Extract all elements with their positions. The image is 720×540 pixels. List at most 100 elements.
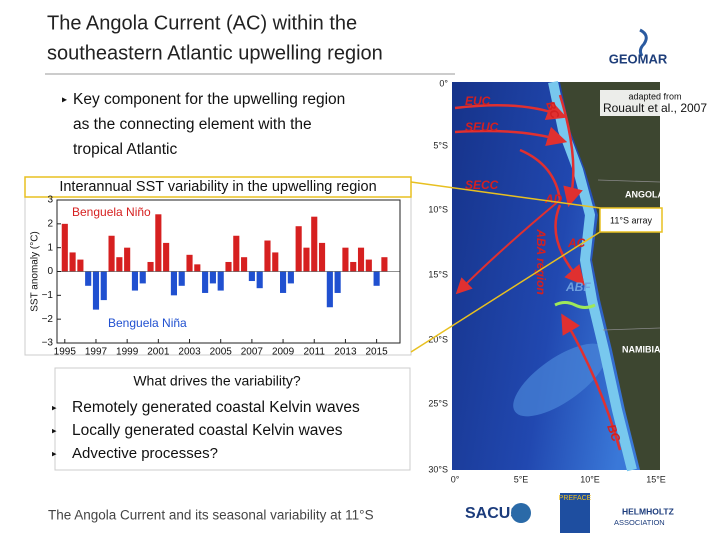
bar [241, 257, 248, 272]
logos: SACUS PREFACE HELMHOLTZ ASSOCIATION [465, 493, 674, 533]
lat-label: 20°S [428, 334, 448, 344]
bar [163, 242, 170, 272]
country: ANGOLA [625, 189, 664, 199]
annotation: Benguela Niña [108, 316, 187, 330]
y-tick-label: 3 [47, 195, 53, 206]
bullet-marker: ▸ [52, 425, 57, 435]
bar [326, 271, 333, 308]
question-box [54, 367, 411, 471]
border [597, 179, 661, 183]
lon-label: 15°E [646, 474, 666, 484]
current-arrow [554, 204, 585, 286]
y-tick-label: 2 [47, 218, 53, 229]
bar [155, 214, 162, 272]
lon-label: 0° [451, 474, 460, 484]
x-tick-label: 2001 [147, 347, 170, 358]
logo-text: ASSOCIATION [614, 518, 665, 527]
title-line: southeastern Atlantic upwelling region [47, 42, 383, 64]
connector [410, 231, 601, 353]
bar [373, 271, 380, 286]
x-tick-label: 2015 [365, 347, 388, 358]
bar [61, 223, 68, 272]
bar [381, 257, 388, 272]
bar [272, 252, 279, 272]
bullet-marker: ▸ [62, 95, 67, 106]
logo-text: PREFACE [559, 495, 592, 502]
current-arrow [519, 148, 562, 201]
lon-label: 5°E [514, 474, 529, 484]
bar [100, 271, 107, 301]
bar [225, 261, 232, 272]
bar [311, 216, 318, 272]
current-arrow [454, 101, 568, 120]
bar [131, 271, 139, 291]
x-tick-label: 1997 [85, 347, 108, 358]
bar [147, 261, 154, 272]
bar [280, 271, 287, 293]
x-tick-label: 1999 [116, 347, 139, 358]
border [602, 327, 661, 331]
chart-title-box [24, 176, 412, 198]
current-label: BC [543, 99, 562, 120]
country: NAMIBIA [622, 344, 661, 354]
title-line: The Angola Current (AC) within the [47, 12, 357, 34]
geomar-logo: GEOMAR [609, 28, 668, 66]
bar [77, 259, 84, 272]
ridge [513, 343, 607, 417]
bar [365, 259, 372, 272]
question-item: Advective processes? [72, 445, 218, 462]
current-label: BC [604, 422, 623, 443]
y-tick-label: −1 [42, 290, 54, 301]
x-tick-label: 1995 [54, 347, 77, 358]
bullet-marker: ▸ [52, 448, 57, 458]
bar [350, 261, 357, 272]
array-box [599, 207, 663, 233]
x-tick-label: 2007 [241, 347, 264, 358]
bar [287, 271, 294, 284]
sst-chart: −3 −2 −1 0 1 2 3 1995 1997 1999 2001 2003 2005 2007 20… [30, 195, 401, 358]
credit: adapted from [628, 91, 681, 101]
bar [116, 257, 123, 272]
logo-text: HELMHOLTZ [622, 506, 674, 516]
x-tick-label: 2013 [334, 347, 357, 358]
x-tick-label: 2005 [210, 347, 233, 358]
y-tick-label: 1 [47, 242, 53, 253]
bar [92, 271, 100, 310]
lat-label: 25°S [428, 398, 448, 408]
bar [248, 271, 255, 282]
current-label: ABA region [534, 228, 548, 295]
question-title: What drives the variability? [133, 373, 301, 389]
bullet-text: tropical Atlantic [73, 141, 177, 158]
bar [186, 254, 193, 272]
bar [233, 235, 240, 272]
x-tick-label: 2011 [303, 347, 325, 358]
current-label: SECC [465, 178, 499, 192]
logo-text: GEOMAR [609, 51, 668, 66]
lat-label: 15°S [428, 269, 448, 279]
bar [170, 271, 177, 296]
credit: Rouault et al., 2007 [603, 101, 707, 115]
connector [410, 181, 601, 209]
current-arrow [561, 313, 622, 451]
bar [108, 235, 115, 272]
lat-label: 5°S [433, 140, 448, 150]
bar [124, 247, 131, 272]
bullet-text: as the connecting element with the [73, 116, 312, 133]
x-tick-label: 2003 [178, 347, 201, 358]
y-axis-label: SST anomaly (°C) [30, 231, 41, 312]
bullet-text: Key component for the upwelling region [73, 91, 345, 108]
chart-title: Interannual SST variability in the upwel… [59, 179, 376, 195]
current-label: AD [544, 192, 563, 206]
question-item: Locally generated coastal Kelvin waves [72, 422, 343, 439]
footer-text: The Angola Current and its seasonal vari… [48, 508, 374, 523]
array-label: 11°S array [610, 215, 652, 225]
bar [303, 247, 310, 272]
y-tick-label: −3 [42, 338, 54, 349]
logo-mark [511, 503, 531, 523]
current-label: ABF [565, 280, 591, 294]
current-arrow [558, 94, 583, 208]
annotation: Benguela Niño [72, 205, 151, 219]
bar [194, 264, 201, 272]
bar [342, 247, 349, 272]
